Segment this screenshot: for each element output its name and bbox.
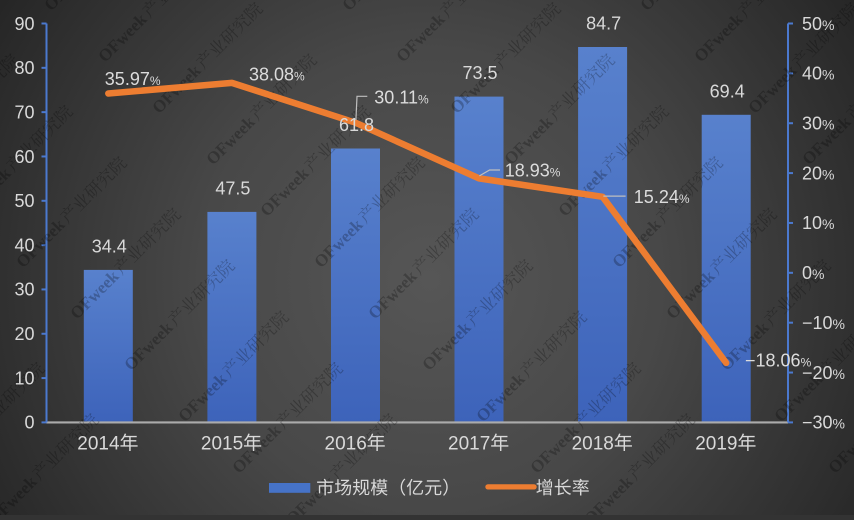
svg-text:73.5: 73.5 xyxy=(462,63,497,83)
svg-text:30: 30 xyxy=(14,280,34,300)
svg-text:0: 0 xyxy=(24,413,34,433)
svg-text:38.08%: 38.08% xyxy=(249,65,305,85)
svg-text:18.93%: 18.93% xyxy=(505,161,561,181)
svg-text:−30%: −30% xyxy=(802,413,845,433)
svg-text:−20%: −20% xyxy=(802,363,845,383)
svg-text:50: 50 xyxy=(14,191,34,211)
svg-text:40%: 40% xyxy=(802,64,834,84)
svg-text:70: 70 xyxy=(14,102,34,122)
svg-text:2016: 2016 xyxy=(325,434,367,455)
svg-text:0%: 0% xyxy=(802,263,824,283)
svg-text:2014: 2014 xyxy=(77,434,120,455)
svg-text:34.4: 34.4 xyxy=(92,236,127,256)
svg-text:20: 20 xyxy=(14,324,34,344)
svg-text:47.5: 47.5 xyxy=(215,178,250,198)
svg-text:40: 40 xyxy=(14,235,34,255)
svg-text:35.97%: 35.97% xyxy=(105,69,161,89)
svg-text:50%: 50% xyxy=(802,14,834,34)
svg-text:30.11%: 30.11% xyxy=(374,87,429,107)
svg-text:2015: 2015 xyxy=(201,434,243,455)
svg-text:80: 80 xyxy=(14,58,34,78)
svg-text:2018: 2018 xyxy=(572,434,614,455)
svg-text:69.4: 69.4 xyxy=(710,81,745,101)
svg-text:2017: 2017 xyxy=(448,434,490,455)
svg-text:10%: 10% xyxy=(802,213,834,233)
svg-text:−18.06%: −18.06% xyxy=(745,351,812,371)
svg-text:60: 60 xyxy=(14,147,34,167)
svg-text:−10%: −10% xyxy=(802,313,845,333)
svg-text:15.24%: 15.24% xyxy=(634,187,690,207)
svg-text:30%: 30% xyxy=(802,114,834,134)
svg-text:90: 90 xyxy=(14,14,34,34)
svg-text:10: 10 xyxy=(14,368,34,388)
svg-text:61.8: 61.8 xyxy=(339,115,374,135)
svg-text:84.7: 84.7 xyxy=(586,14,621,34)
svg-text:2019: 2019 xyxy=(695,434,737,455)
svg-text:20%: 20% xyxy=(802,163,834,183)
